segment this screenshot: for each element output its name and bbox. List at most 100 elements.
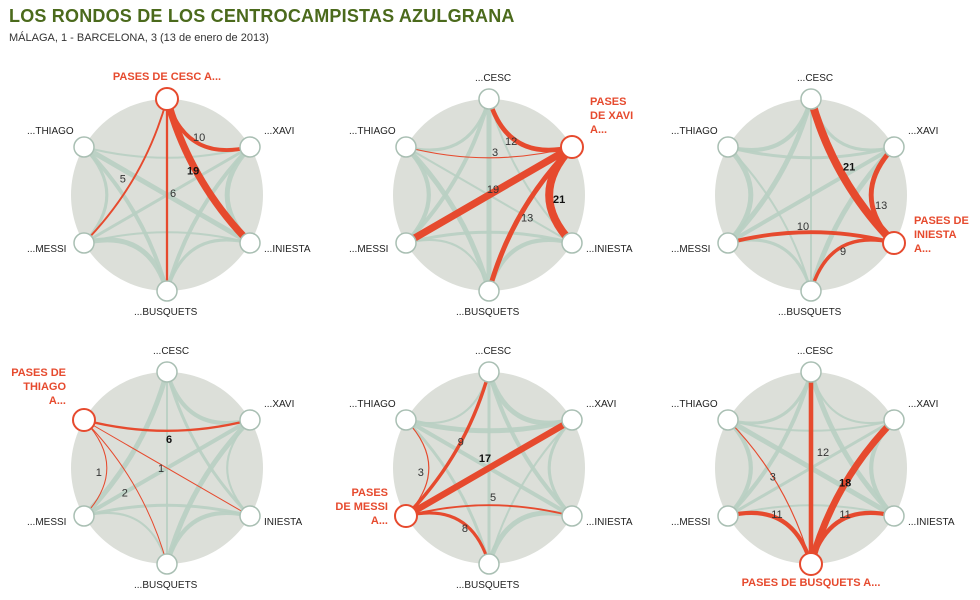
player-label-thiago: ...THIAGO (349, 399, 396, 410)
pass-count-xavi: 13 (875, 200, 887, 212)
grey-link-messi-thiago (726, 418, 753, 518)
node-busquets (799, 552, 823, 576)
pass-count-xavi: 18 (839, 478, 851, 490)
panel-cesc: 10 19 6 5 ...XAVI ...INIESTA ...BUSQUETS ...MES… (27, 71, 311, 318)
panel-title-line: DE XAVI (590, 110, 633, 122)
player-label-busquets: ...BUSQUETS (456, 580, 520, 591)
panel-xavi: 12 3 19 13 21 ...CESC ...INIESTA ...BUSQUETS...… (349, 73, 633, 318)
pass-count-iniesta: 5 (490, 492, 496, 504)
node-thiago (72, 408, 96, 432)
player-label-messi: ...MESSI (27, 517, 66, 528)
player-label-messi: ...MESSI (349, 244, 388, 255)
player-label-xavi: ...XAVI (908, 399, 938, 410)
node-cesc (800, 361, 822, 383)
node-messi (717, 505, 739, 527)
player-label-iniesta: ...INIESTA (586, 517, 633, 528)
pass-count-messi: 11 (771, 509, 782, 521)
node-busquets (478, 553, 500, 575)
player-label-iniesta: ...INIESTA (264, 244, 311, 255)
node-iniesta (882, 231, 906, 255)
player-label-messi: ...MESSI (671, 244, 710, 255)
player-label-messi: ...MESSI (27, 244, 66, 255)
panel-title: PASES DE MESSI A... (335, 487, 388, 527)
panel-title-line: DE MESSI (335, 501, 388, 513)
panel-title: PASES DE THIAGO A... (11, 367, 66, 407)
node-iniesta (561, 505, 583, 527)
panel-title-line: A... (914, 243, 931, 255)
player-label-busquets: ...BUSQUETS (134, 580, 198, 591)
node-iniesta (883, 505, 905, 527)
panel-title-line: PASES (590, 96, 626, 108)
player-label-xavi: ...XAVI (264, 399, 294, 410)
pass-count-iniesta: 11 (839, 509, 850, 521)
panel-thiago: 6 1 1 2 ...CESC ...XAVI INIESTA ...BUSQUETS ...M… (11, 346, 302, 591)
player-label-iniesta: ...INIESTA (908, 517, 955, 528)
grey-link-iniesta-messi (82, 503, 252, 518)
node-thiago (73, 136, 95, 158)
node-busquets (478, 280, 500, 302)
panel-iniesta: 21 13 10 9 ...CESC ...XAVI ...BUSQUETS ...MESSI… (671, 73, 969, 318)
pass-count-iniesta: 1 (158, 463, 164, 475)
player-label-cesc: ...CESC (153, 346, 189, 357)
pass-link-xavi-thiago (405, 146, 573, 159)
panel-title-line: PASES DE (11, 367, 66, 379)
panel-title: PASES DE XAVI A... (590, 96, 633, 136)
player-label-busquets: ...BUSQUETS (134, 307, 198, 318)
panel-title-line: INIESTA (914, 229, 957, 241)
pass-link-busquets-iniesta (808, 510, 897, 567)
player-label-iniesta: INIESTA (264, 517, 302, 528)
player-label-messi: ...MESSI (671, 517, 710, 528)
pass-link-cesc-messi (83, 98, 168, 244)
grey-link-busquets-messi (83, 511, 168, 565)
grey-link-messi-thiago (404, 145, 431, 245)
node-busquets (156, 280, 178, 302)
panel-title-line: PASES (352, 487, 388, 499)
pass-count-cesc: 9 (458, 436, 464, 448)
node-messi (73, 505, 95, 527)
chart-title: LOS RONDOS DE LOS CENTROCAMPISTAS AZULGR… (9, 6, 515, 26)
node-xavi (561, 409, 583, 431)
pass-link-iniesta-busquets (809, 238, 896, 293)
node-busquets (156, 553, 178, 575)
pass-link-xavi-messi (402, 143, 576, 247)
grey-link-messi-thiago (725, 144, 754, 246)
pass-count-busquets: 9 (840, 246, 846, 258)
panel-messi: 3 9 17 5 8 ...CESC ...XAVI ...INIESTA ...BUSQUET… (335, 346, 632, 591)
pass-count-busquets: 6 (170, 188, 176, 200)
panel-title-line: PASES DE CESC A... (113, 71, 221, 83)
panel-title: PASES DE CESC A... (113, 71, 221, 83)
player-label-cesc: ...CESC (475, 346, 511, 357)
node-messi (394, 504, 418, 528)
pass-count-busquets: 8 (462, 523, 468, 535)
node-xavi (883, 136, 905, 158)
player-label-thiago: ...THIAGO (671, 399, 718, 410)
player-label-thiago: ...THIAGO (671, 126, 718, 137)
pass-count-thiago: 3 (492, 147, 498, 159)
node-xavi (883, 409, 905, 431)
pass-link-messi-busquets (404, 511, 491, 566)
pass-link-iniesta-xavi (868, 144, 897, 246)
grey-link-xavi-thiago (403, 417, 575, 434)
pass-link-thiago-messi (83, 419, 108, 517)
pass-count-iniesta: 19 (187, 165, 199, 177)
node-xavi (239, 409, 261, 431)
node-cesc (156, 361, 178, 383)
node-iniesta (239, 505, 261, 527)
pass-count-iniesta: 21 (553, 194, 565, 206)
panel-title-line: A... (590, 124, 607, 136)
panel-title-line: A... (49, 395, 66, 407)
panel-title: PASES DE BUSQUETS A... (742, 577, 881, 589)
node-iniesta (561, 232, 583, 254)
pass-count-busquets: 13 (521, 213, 533, 225)
node-xavi (239, 136, 261, 158)
panel-title-line: PASES DE BUSQUETS A... (742, 577, 881, 589)
grey-link-xavi-messi (726, 145, 896, 245)
pass-count-xavi: 17 (479, 453, 491, 465)
grey-link-xavi-thiago (726, 145, 896, 160)
pass-link-xavi-cesc (486, 96, 575, 153)
pass-link-cesc-iniesta (163, 95, 254, 247)
node-busquets (800, 280, 822, 302)
pass-link-xavi-iniesta (545, 143, 576, 247)
panel-busquets: 3 12 18 11 11 ...CESC ...XAVI ...INIESTA ...MESS… (671, 346, 955, 589)
panel-title-line: THIAGO (23, 381, 66, 393)
